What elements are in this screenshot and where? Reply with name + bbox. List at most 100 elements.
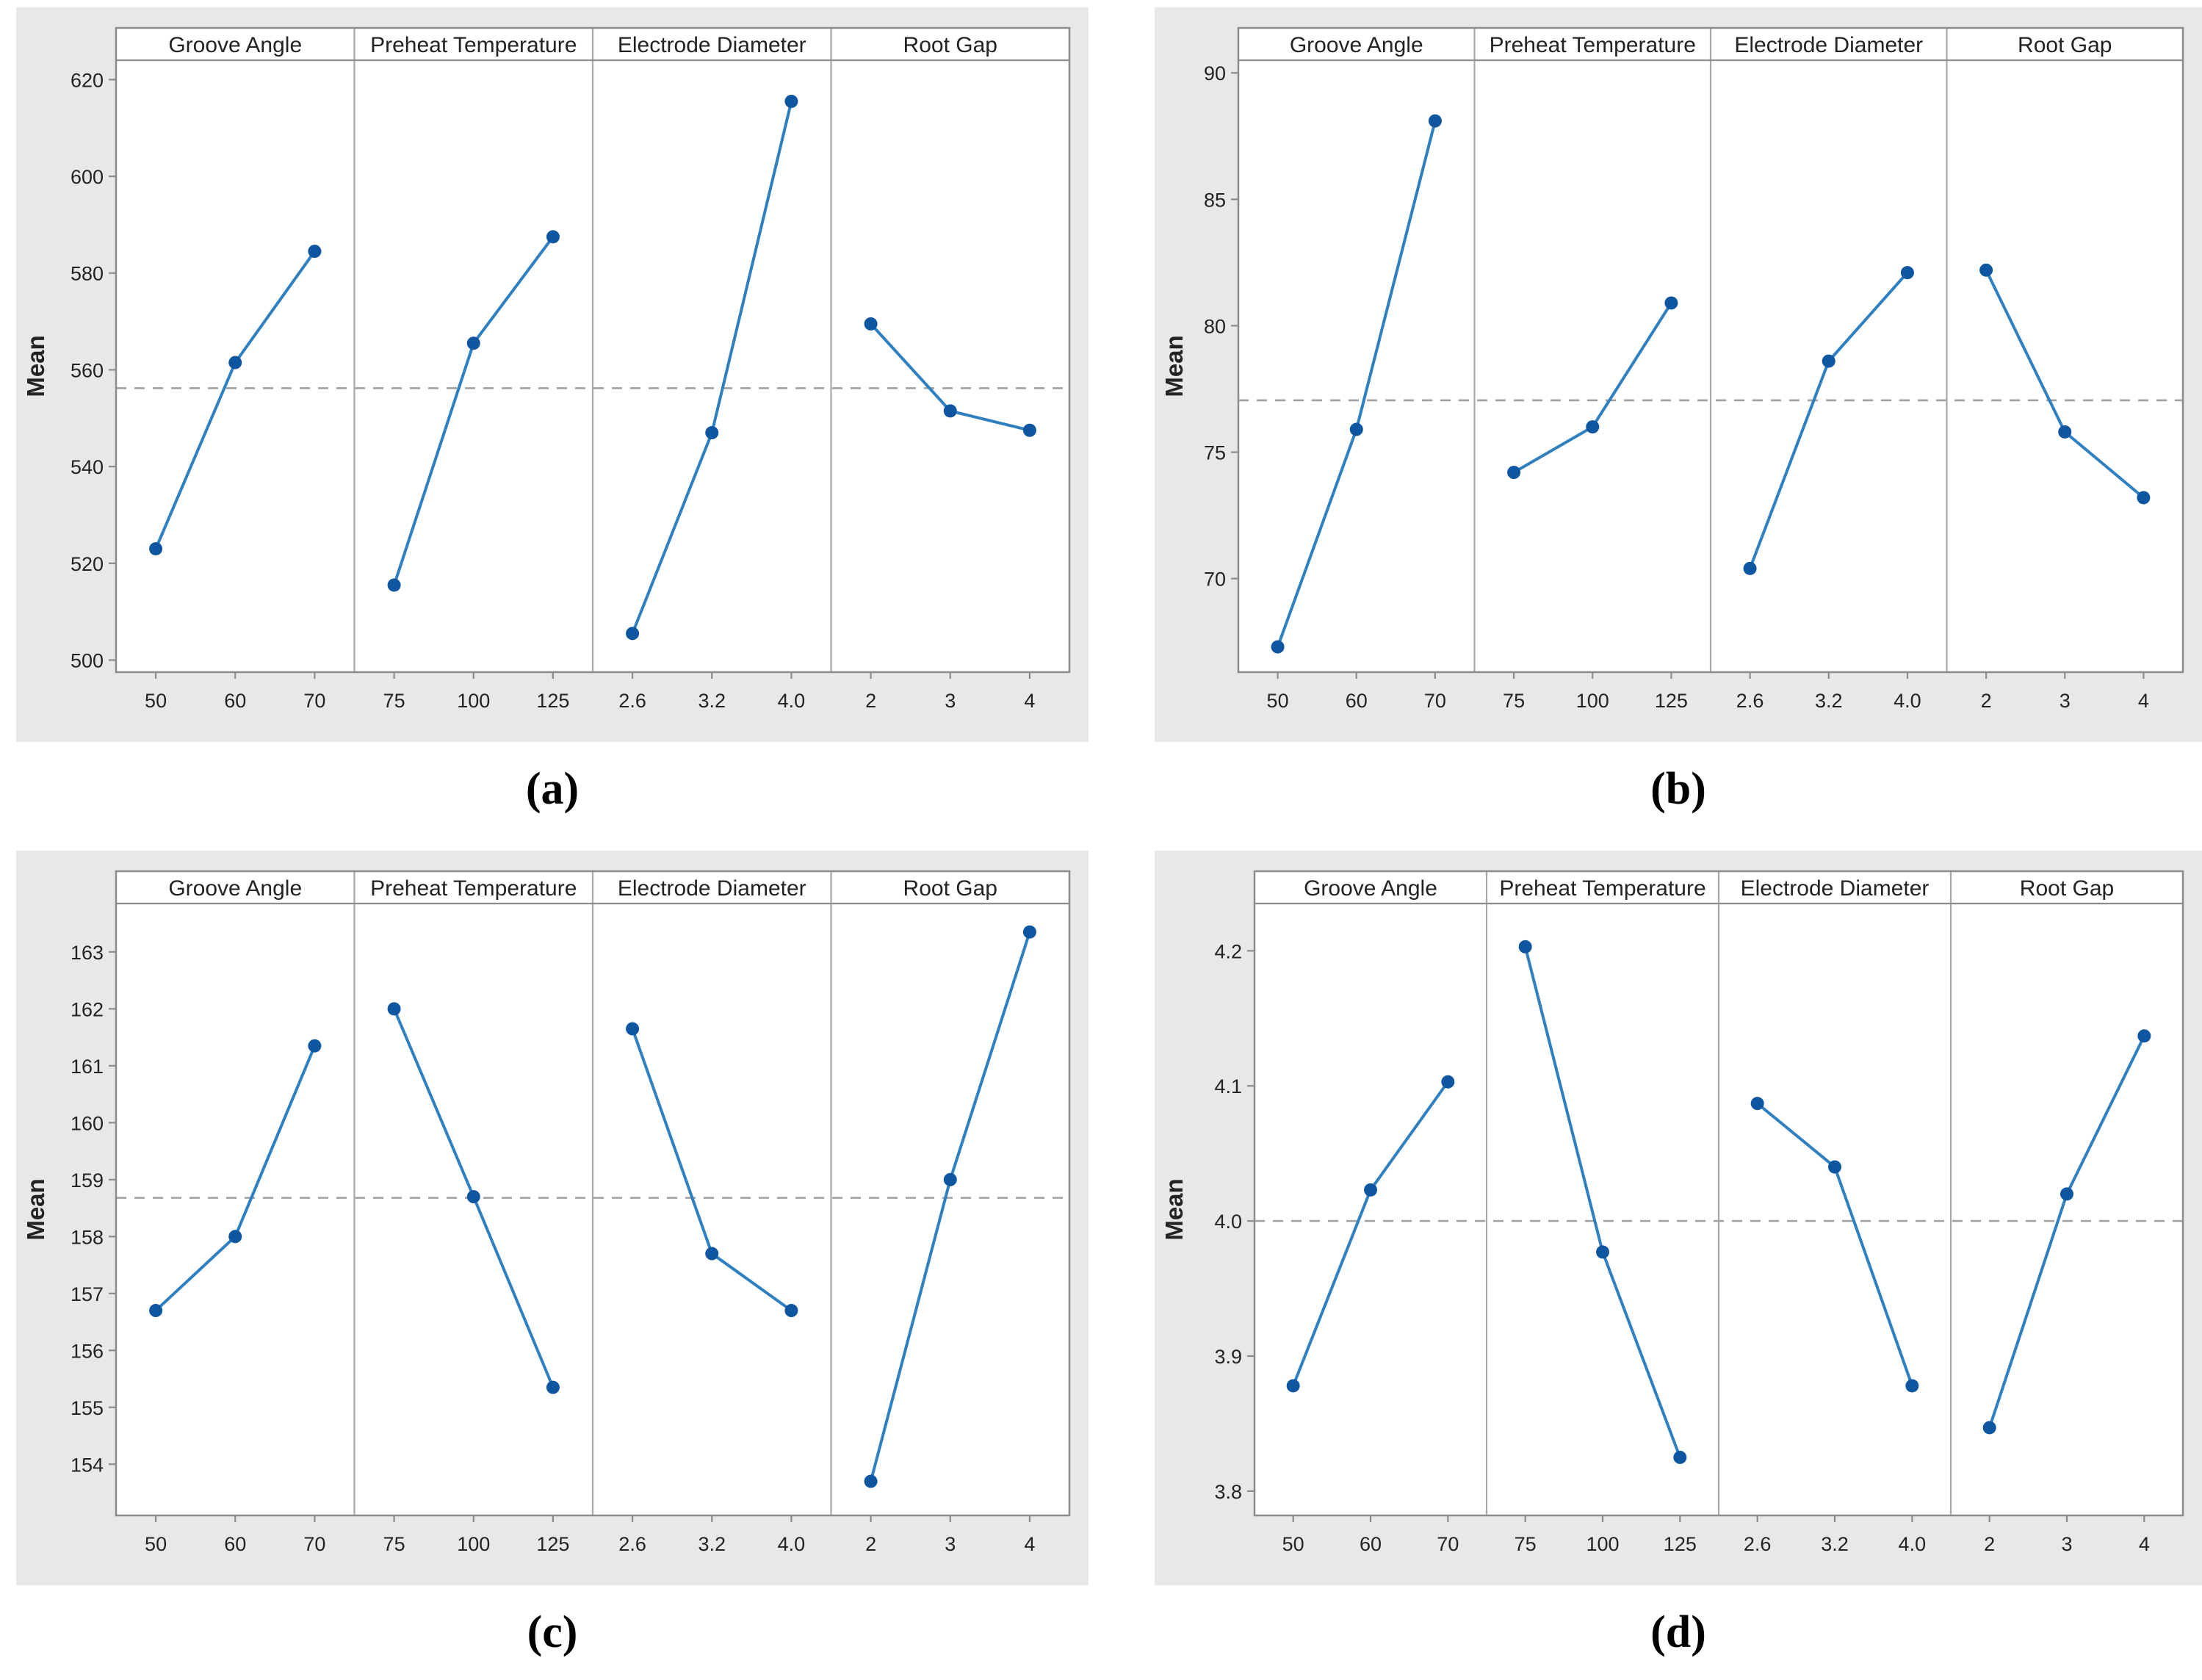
x-tick-label: 3 [2060, 690, 2071, 712]
y-tick-label: 157 [71, 1283, 104, 1305]
data-point [784, 94, 798, 108]
x-tick-label: 3 [2061, 1533, 2072, 1555]
data-point [864, 317, 878, 331]
x-tick-label: 3.2 [698, 1533, 726, 1555]
x-tick-label: 3 [945, 690, 956, 712]
data-point [1822, 354, 1835, 368]
main-effects-chart-b: 70 75 80 85 90 Mean Groove Angle 50 60 70 Preheat … [1155, 7, 2202, 742]
x-tick-label: 75 [1503, 690, 1525, 712]
x-tick-label: 4 [1024, 1533, 1035, 1555]
data-point [1286, 1379, 1300, 1393]
x-tick-label: 125 [1664, 1533, 1697, 1555]
data-point [784, 1304, 798, 1318]
x-tick-label: 100 [457, 690, 490, 712]
data-point [705, 1247, 719, 1261]
data-point [1743, 561, 1757, 575]
x-tick-label: 2.6 [618, 1533, 646, 1555]
data-point [1271, 640, 1285, 654]
x-tick-label: 2.6 [1744, 1533, 1772, 1555]
data-point [1828, 1160, 1841, 1174]
y-tick-label: 70 [1204, 569, 1226, 591]
y-tick-label: 163 [71, 942, 104, 964]
y-tick-label: 75 [1204, 442, 1226, 464]
plot-frame [1237, 26, 2184, 674]
panel-title: Root Gap [2020, 876, 2114, 901]
y-tick-label: 85 [1204, 189, 1226, 211]
data-point [705, 426, 719, 440]
x-tick-label: 3.2 [1815, 690, 1843, 712]
y-tick-label: 600 [71, 166, 104, 188]
data-point [308, 1039, 322, 1053]
x-tick-label: 50 [145, 1533, 167, 1555]
data-point [387, 1002, 401, 1016]
y-axis-label: Mean [22, 335, 49, 397]
x-tick-label: 70 [1424, 690, 1446, 712]
y-tick-label: 620 [71, 69, 104, 91]
figure-caption-a: (a) [525, 763, 580, 814]
panel-title: Preheat Temperature [1499, 876, 1705, 901]
x-tick-label: 60 [1360, 1533, 1382, 1555]
chart-svg-c: 154 155 156 157 158 159 160 161 162 163 Mean Groove… [16, 851, 1089, 1585]
y-tick-label: 160 [71, 1112, 104, 1134]
x-tick-label: 75 [383, 690, 405, 712]
y-tick-label: 161 [71, 1056, 104, 1078]
data-point [864, 1474, 878, 1488]
data-point [228, 356, 242, 369]
y-axis-label: Mean [22, 1178, 49, 1240]
data-point [1022, 423, 1036, 437]
panel-title: Electrode Diameter [618, 33, 806, 57]
data-point [466, 1190, 480, 1204]
data-point [2137, 1029, 2151, 1043]
data-point [1596, 1245, 1609, 1259]
x-tick-label: 2.6 [1736, 690, 1764, 712]
figure-caption-b: (b) [1650, 763, 1706, 814]
x-tick-label: 4 [2139, 1533, 2150, 1555]
x-tick-label: 2.6 [618, 690, 646, 712]
data-point [1428, 114, 1442, 128]
x-tick-label: 4.0 [778, 1533, 806, 1555]
data-point [943, 1172, 957, 1186]
x-tick-label: 4 [2138, 690, 2149, 712]
panel-title: Preheat Temperature [1490, 33, 1696, 57]
x-tick-label: 3.2 [698, 690, 726, 712]
y-tick-label: 80 [1204, 315, 1226, 337]
x-tick-label: 125 [536, 1533, 569, 1555]
x-tick-label: 60 [224, 690, 246, 712]
data-point [1586, 420, 1600, 434]
y-tick-label: 560 [71, 359, 104, 381]
x-tick-label: 70 [303, 1533, 325, 1555]
figure-d: 3.8 3.9 4.0 4.1 4.2 Mean Groove Angle 50 60 70 Pre… [1155, 851, 2202, 1662]
x-tick-label: 4 [1024, 690, 1035, 712]
plot-frame [1253, 870, 2184, 1517]
panel-title: Electrode Diameter [618, 876, 806, 901]
x-tick-label: 75 [1515, 1533, 1537, 1555]
y-tick-label: 162 [71, 998, 104, 1020]
x-tick-label: 2 [1984, 1533, 1995, 1555]
data-point [2060, 1187, 2073, 1201]
x-tick-label: 125 [1655, 690, 1688, 712]
data-point [466, 336, 480, 350]
data-point [1979, 263, 1993, 277]
panel-title: Root Gap [903, 33, 997, 57]
data-point [1441, 1075, 1455, 1089]
y-tick-label: 158 [71, 1226, 104, 1248]
x-tick-label: 60 [224, 1533, 246, 1555]
panel-title: Preheat Temperature [370, 876, 577, 901]
data-point [1507, 466, 1521, 480]
x-tick-label: 4.0 [1899, 1533, 1927, 1555]
data-point [1982, 1421, 1996, 1435]
data-point [1518, 940, 1532, 953]
y-tick-label: 4.0 [1214, 1211, 1242, 1233]
figure-b: 70 75 80 85 90 Mean Groove Angle 50 60 70 Preheat … [1155, 7, 2202, 818]
x-tick-label: 70 [303, 690, 325, 712]
x-tick-label: 50 [1282, 1533, 1304, 1555]
data-point [546, 230, 560, 244]
panel-title: Preheat Temperature [370, 33, 577, 57]
data-point [2137, 491, 2151, 505]
y-tick-label: 155 [71, 1397, 104, 1419]
panel-title: Electrode Diameter [1734, 33, 1923, 57]
y-tick-label: 3.8 [1214, 1481, 1242, 1503]
y-tick-label: 90 [1204, 62, 1226, 84]
y-tick-label: 156 [71, 1340, 104, 1362]
data-point [1905, 1379, 1919, 1393]
